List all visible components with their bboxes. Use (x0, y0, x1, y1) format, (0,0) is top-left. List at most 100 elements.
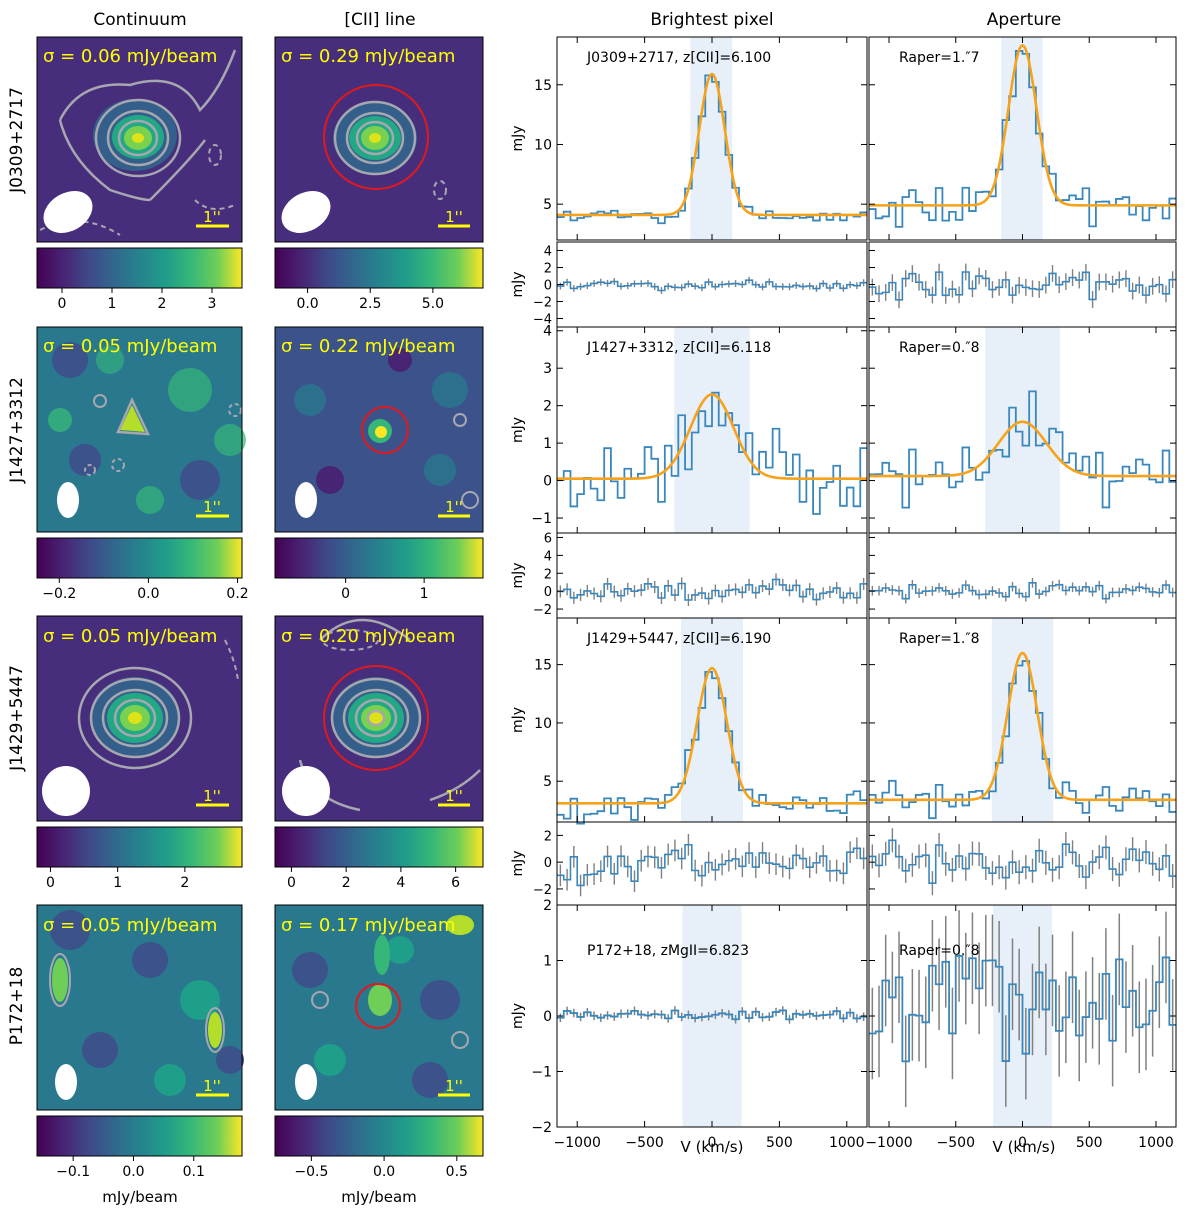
y-tick-label: 3 (543, 361, 552, 377)
image-continuum-2: 1'' σ = 0.05 mJy/beam (36, 615, 243, 822)
spectrum-panel-0-aper: Raper=1.″7 (868, 36, 1177, 241)
image-line-1: 1'' σ = 0.22 mJy/beam (274, 326, 484, 533)
residual-panel-0-aper (868, 241, 1177, 328)
colorbar-gradient (36, 1115, 243, 1157)
scale-label: 1'' (203, 498, 221, 516)
image-continuum-3: 1'' σ = 0.05 mJy/beam (36, 904, 244, 1111)
colorbar-3-0: −0.1 0.0 0.1 (36, 1115, 243, 1180)
row-name-1: J1427+3312 (7, 377, 27, 484)
spectrum-histogram (557, 1009, 867, 1021)
gaussian-fit (869, 651, 1176, 802)
row-name-0: J0309+2717 (7, 87, 27, 194)
source-label: J0309+2717, z[CII]=6.100 (586, 50, 771, 66)
spectrum-histogram (869, 390, 1176, 509)
colorbar-tick-label: 0 (287, 875, 296, 891)
residual-y-tick-label: 4 (544, 245, 552, 260)
y-tick-label: 15 (534, 78, 552, 94)
residual-histogram (557, 843, 867, 887)
colorbar-tick-label: 2 (180, 875, 189, 891)
residual-y-axis-label: mJy (510, 850, 526, 876)
line-window-shade (991, 618, 1054, 822)
image-continuum-1: 1'' σ = 0.05 mJy/beam (36, 326, 246, 533)
y-tick-label: 2 (543, 898, 552, 914)
xaxis-label-brightest: V (km/s) (681, 1138, 744, 1156)
y-tick-label: 4 (543, 324, 552, 340)
colorbar-3-1: −0.5 0.0 0.5 (274, 1115, 484, 1180)
sigma-label: σ = 0.05 mJy/beam (43, 915, 217, 936)
colorbar-tick-label: 0 (46, 875, 55, 891)
residual-panel-1-bright: −2 0 2 4 6 mJy (510, 531, 868, 619)
gaussian-fit (557, 393, 867, 480)
residual-histogram (869, 582, 1176, 600)
aperture-label: Raper=1.″8 (899, 631, 979, 647)
colorbar-tick-label: 0.0 (373, 1164, 395, 1180)
spectrum-panel-3-bright: −2 −1 0 1 2 mJy P172+18, zMgII=6.823 −1000 −500 0… (510, 898, 868, 1151)
line-window-shade (681, 618, 743, 822)
xaxis-label-aperture: V (km/s) (993, 1138, 1056, 1156)
spectrum-histogram (557, 74, 867, 225)
residual-panel-2-aper (868, 821, 1177, 906)
residual-y-tick-label: 2 (544, 567, 552, 582)
spectrum-histogram (557, 391, 867, 515)
colorbar-unit-line: mJy/beam (341, 1188, 417, 1206)
y-tick-label: −2 (531, 1120, 552, 1136)
colorbar-gradient (274, 247, 484, 289)
colorbar-gradient (274, 826, 484, 868)
sigma-label: σ = 0.22 mJy/beam (281, 336, 455, 357)
scale-label: 1'' (203, 1077, 221, 1095)
scale-label: 1'' (445, 498, 463, 516)
residual-y-tick-label: 0 (544, 585, 552, 600)
x-tick-label: −500 (625, 1135, 663, 1151)
line-window-shade (1001, 37, 1043, 240)
y-tick-label: 5 (543, 774, 552, 790)
heading-brightest: Brightest pixel (650, 10, 773, 30)
gaussian-fit (869, 43, 1176, 207)
colorbar-tick-label: 3 (208, 296, 217, 312)
gaussian-fit (557, 666, 867, 805)
colorbar-tick-label: 2.5 (359, 296, 381, 312)
y-tick-label: −1 (531, 511, 552, 527)
colorbar-tick-label: 0 (58, 296, 67, 312)
residual-y-tick-label: 0 (544, 856, 552, 871)
source-label: P172+18, zMgII=6.823 (587, 943, 749, 959)
row-name-3: P172+18 (7, 967, 27, 1046)
colorbar-tick-label: 0.2 (226, 586, 248, 602)
colorbar-tick-label: 1 (420, 586, 429, 602)
y-tick-label: 10 (534, 137, 552, 153)
residual-histogram (869, 839, 1176, 884)
residual-histogram (557, 578, 867, 601)
x-tick-label: 0 (708, 1135, 717, 1151)
colorbar-gradient (36, 826, 243, 868)
spectrum-panel-2-aper: Raper=1.″8 (868, 617, 1177, 823)
spectrum-histogram (869, 955, 1176, 1063)
colorbar-tick-label: 0.0 (122, 1164, 144, 1180)
y-tick-label: 1 (543, 436, 552, 452)
residual-y-tick-label: −2 (533, 603, 552, 618)
colorbar-unit-continuum: mJy/beam (102, 1188, 178, 1206)
colorbar-tick-label: 4 (396, 875, 405, 891)
row-name-2: J1429+5447 (7, 665, 27, 772)
colorbar-tick-label: 2 (342, 875, 351, 891)
y-tick-label: 1 (543, 954, 552, 970)
aperture-label: Raper=0.″8 (899, 340, 979, 356)
colorbar-tick-label: 2 (158, 296, 167, 312)
sigma-label: σ = 0.05 mJy/beam (43, 626, 217, 647)
image-line-2: 1'' σ = 0.20 mJy/beam (274, 615, 484, 822)
y-axis-label: mJy (510, 707, 526, 733)
y-tick-label: 10 (534, 716, 552, 732)
colorbar-gradient (36, 247, 243, 289)
colorbar-2-1: 0 2 4 6 (274, 826, 484, 891)
spectrum-panel-2-bright: 5 10 15 mJy J1429+5447, z[CII]=6.190 (510, 617, 868, 825)
y-tick-label: 2 (543, 399, 552, 415)
spectrum-panel-1-aper: Raper=0.″8 (868, 326, 1177, 534)
colorbar-tick-label: −0.1 (56, 1164, 90, 1180)
colorbar-gradient (274, 537, 484, 579)
y-tick-label: −1 (531, 1065, 552, 1081)
colorbar-tick-label: 0.5 (446, 1164, 468, 1180)
spectrum-panel-3-aper: Raper=0.″8 −1000 −500 0 500 1000 (865, 904, 1177, 1151)
spectrum-panel-1-bright: −1 0 1 2 3 4 mJy J1427+3312, z[CII]=6.118 (510, 324, 868, 534)
residual-y-axis-label: mJy (510, 271, 526, 297)
